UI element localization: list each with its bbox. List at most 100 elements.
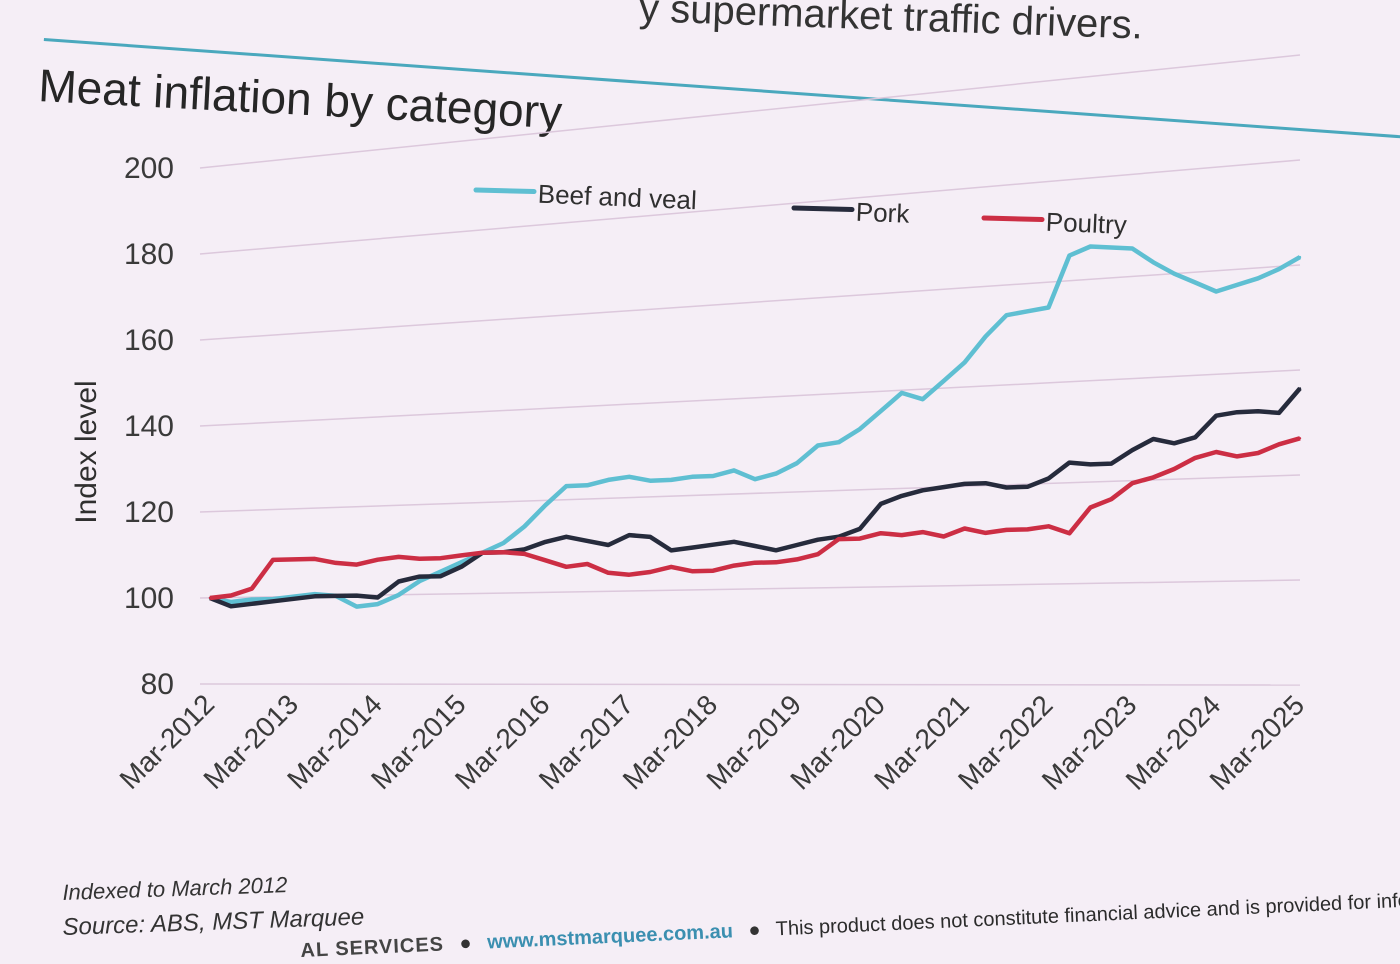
data-point [900,391,903,395]
data-point [1215,290,1218,293]
data-point [1152,437,1155,441]
footer-bullet: ● [459,932,473,955]
gridline-180 [199,159,1301,255]
data-point [397,555,400,559]
data-point [586,484,589,487]
y-tick-label: 80 [141,668,174,701]
data-point [523,548,526,551]
legend-label: Poultry [1045,207,1127,240]
data-point [963,361,966,364]
data-point [397,593,400,597]
y-axis-ticks: 80 100 120 140 160 180 200 [124,152,174,701]
data-point [1047,525,1050,528]
data-point [628,573,631,576]
data-point [439,557,442,560]
data-point [607,543,610,547]
data-point [313,595,316,598]
data-point [376,558,379,561]
data-point [334,561,337,565]
data-point [565,484,568,488]
data-point [921,530,924,534]
data-point [837,441,840,444]
data-point [1005,486,1008,489]
data-point [355,563,358,566]
data-point [586,539,589,543]
data-point [1194,281,1197,284]
data-point [1256,451,1260,455]
data-point [984,482,987,485]
data-point [1152,476,1155,479]
data-point [229,594,233,597]
data-point [355,594,358,597]
series-lines [208,244,1302,609]
data-point [1235,411,1239,414]
data-point [460,554,463,557]
data-point [481,551,484,554]
data-point [1110,498,1113,501]
data-point [418,557,421,560]
gridline-120 [199,474,1301,513]
data-point [942,535,945,538]
data-point [418,579,421,583]
data-point [544,559,547,562]
data-point [1005,314,1008,317]
data-point [1152,261,1155,264]
legend-swatch [981,215,1045,222]
data-point [502,541,505,545]
series-line-poultry [209,436,1301,601]
legend: Beef and veal Pork Poultry [473,179,1127,240]
data-point [1194,456,1197,460]
legend-swatch [473,187,537,194]
data-point [963,527,966,530]
data-point [1047,306,1050,309]
y-tick-label: 140 [124,410,174,443]
data-point [649,535,652,539]
data-point [1277,411,1281,415]
data-point [921,398,924,401]
data-point [942,485,945,489]
data-point [795,543,799,547]
data-point [900,494,903,498]
data-point [711,474,715,478]
data-point [837,537,840,541]
data-point [1215,450,1218,454]
y-tick-label: 120 [124,496,174,529]
data-point [732,564,736,567]
data-point [586,562,589,566]
y-tick-label: 100 [124,582,174,615]
data-point [1005,528,1008,532]
data-point [565,535,568,538]
data-point [858,527,861,531]
data-point [1256,410,1260,413]
gridlines [199,54,1301,686]
data-point [1173,442,1176,445]
data-point [1277,267,1281,271]
data-point [1026,310,1029,313]
data-point [753,544,757,548]
data-point [670,565,673,569]
data-point [1110,246,1113,249]
data-point [271,558,275,562]
data-point [900,533,903,537]
data-point [544,540,547,544]
data-point [649,479,652,482]
data-point [1026,528,1029,531]
data-point [711,543,715,546]
legend-swatch [791,205,855,212]
data-point [313,557,316,561]
data-point [250,598,254,601]
y-tick-label: 180 [124,238,174,271]
data-point [460,565,463,568]
legend-label: Pork [855,197,911,229]
data-point [544,504,547,507]
data-point [816,538,820,541]
data-point [1235,283,1239,287]
data-point [460,561,463,564]
data-point [1256,277,1260,280]
data-point [984,335,987,338]
y-tick-label: 200 [124,152,174,185]
data-point [607,571,610,574]
data-point [292,558,295,561]
